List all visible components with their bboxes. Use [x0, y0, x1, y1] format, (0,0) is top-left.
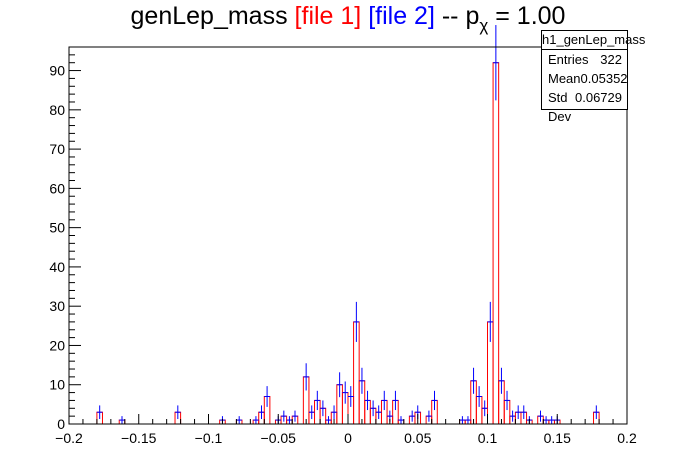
chart-title: genLep_mass [file 1] [file 2] -- pχ = 1.…	[0, 2, 696, 36]
stats-value: 322	[600, 52, 622, 67]
stats-value: 0.06729	[575, 90, 622, 105]
title-subscript: χ	[479, 16, 489, 35]
y-tick-label: 20	[49, 337, 65, 353]
title-value: = 1.00	[488, 2, 566, 30]
stats-label: Mean	[548, 71, 581, 86]
y-axis: 0 10 20 30 40 50 60 70 80 90	[49, 46, 81, 432]
stats-title: h1_genLep_mass	[542, 31, 645, 50]
y-tick-label: 70	[49, 141, 65, 157]
stats-box: h1_genLep_mass Entries 322 Mean 0.05352 St…	[541, 30, 645, 124]
y-tick-label: 30	[49, 298, 65, 314]
y-tick-label: 80	[49, 102, 65, 118]
y-tick-label: 40	[49, 259, 65, 275]
x-tick-label: −0.05	[261, 430, 297, 446]
x-tick-label: −0.2	[55, 430, 83, 446]
x-tick-label: −0.15	[121, 430, 157, 446]
x-tick-label: 0.1	[478, 430, 498, 446]
y-tick-label: 0	[57, 416, 65, 432]
histogram-bar	[492, 62, 500, 425]
x-axis: −0.2 −0.15 −0.1 −0.05 0 0.05 0.1 0.15 0.2	[55, 414, 637, 446]
stats-row-stddev: Std Dev 0.06729	[542, 88, 627, 124]
stats-label: Std Dev	[548, 90, 572, 124]
x-tick-label: 0	[344, 430, 352, 446]
title-main: genLep_mass	[130, 2, 295, 30]
y-tick-label: 10	[49, 377, 65, 393]
title-file2: [file 2]	[368, 2, 435, 30]
y-tick-label: 50	[49, 220, 65, 236]
title-suffix: -- p	[434, 2, 480, 30]
histogram-bars	[96, 62, 600, 425]
y-tick-label: 90	[49, 63, 65, 79]
stats-value: 0.05352	[580, 71, 628, 86]
error-bars	[96, 25, 600, 424]
x-tick-label: 0.05	[404, 430, 431, 446]
x-tick-label: −0.1	[195, 430, 223, 446]
x-tick-label: 0.2	[617, 430, 637, 446]
y-tick-label: 60	[49, 180, 65, 196]
x-tick-label: 0.15	[544, 430, 571, 446]
stats-label: Entries	[548, 52, 589, 67]
stats-row-entries: Entries 322	[542, 50, 627, 69]
stats-row-mean: Mean 0.05352	[542, 69, 628, 88]
title-file1: [file 1]	[294, 2, 362, 30]
